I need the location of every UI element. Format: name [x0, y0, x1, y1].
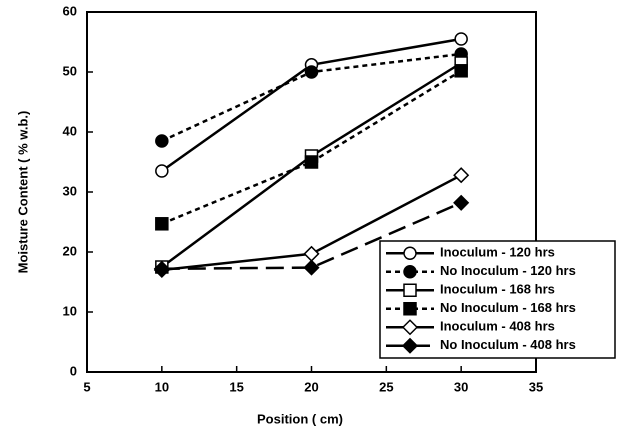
legend-label: Inoculum - 120 hrs [440, 245, 555, 260]
data-point [454, 32, 468, 46]
x-tick-label: 15 [229, 379, 243, 394]
series-line [161, 69, 462, 225]
x-tick-label: 5 [83, 379, 90, 394]
data-point [155, 164, 169, 178]
y-axis-label: Moisture Content ( % w.b.) [15, 111, 30, 274]
y-tick-label: 60 [63, 3, 77, 18]
y-tick-label: 50 [63, 63, 77, 78]
x-tick-label: 35 [529, 379, 543, 394]
x-tick-label: 20 [304, 379, 318, 394]
x-tick-label: 25 [379, 379, 393, 394]
legend-marker [403, 265, 417, 279]
data-point [155, 134, 169, 148]
legend-label: Inoculum - 408 hrs [440, 319, 555, 334]
x-tick-label: 10 [155, 379, 169, 394]
y-tick-label: 10 [63, 303, 77, 318]
legend-marker [403, 246, 417, 260]
x-tick-label: 30 [454, 379, 468, 394]
data-point [304, 65, 319, 79]
data-point [303, 259, 320, 276]
data-point [153, 260, 170, 277]
data-point [303, 245, 320, 262]
data-point [453, 167, 470, 184]
legend-box [379, 240, 616, 359]
x-axis-label: Position ( cm) [257, 411, 343, 426]
data-point [304, 155, 319, 169]
legend-label: Inoculum - 168 hrs [440, 282, 555, 297]
y-tick-label: 0 [70, 363, 77, 378]
data-point [453, 194, 470, 211]
data-point [454, 64, 468, 78]
legend-marker [401, 337, 419, 354]
y-tick-label: 30 [63, 183, 77, 198]
legend-marker [401, 319, 419, 336]
legend-label: No Inoculum - 168 hrs [440, 300, 576, 315]
data-point [155, 217, 169, 231]
legend-label: No Inoculum - 408 hrs [440, 337, 576, 352]
legend-label: No Inoculum - 120 hrs [440, 263, 576, 278]
legend-marker [403, 283, 417, 297]
legend-marker [403, 302, 417, 316]
y-tick-label: 40 [63, 123, 77, 138]
y-tick-label: 20 [63, 243, 77, 258]
